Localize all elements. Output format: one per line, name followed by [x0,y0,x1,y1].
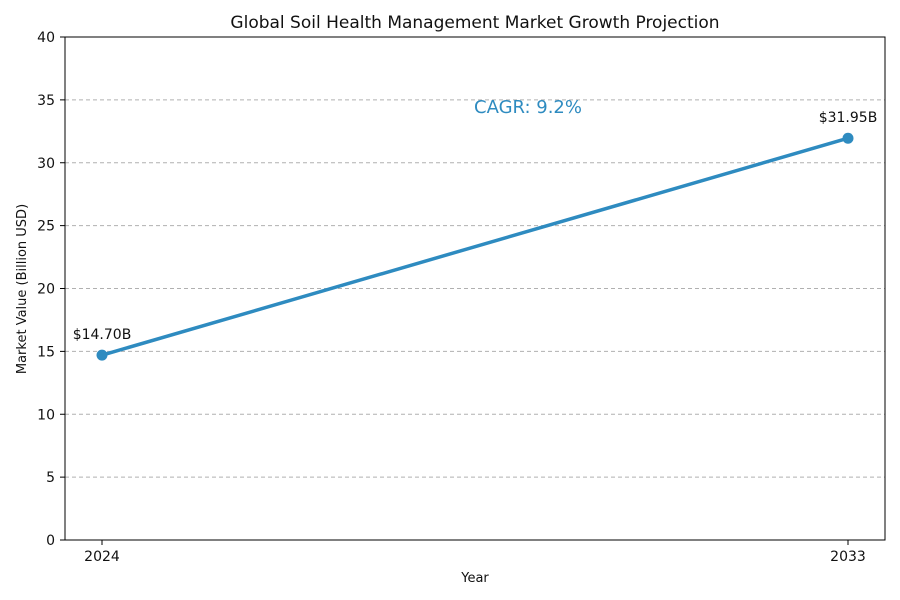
data-labels: $14.70B $31.95B [73,110,878,343]
y-tick-label-30: 30 [37,156,55,172]
gridlines [65,99,885,478]
x-axis-ticks: 2024 2033 [84,540,866,565]
y-tick-label-20: 20 [37,282,55,298]
data-points [96,132,854,361]
y-tick-label-25: 25 [37,219,55,235]
data-point-2024 [96,349,108,361]
chart-title: Global Soil Health Management Market Gro… [230,13,719,33]
x-axis-label: Year [460,571,489,586]
y-axis-label: Market Value (Billion USD) [15,204,30,374]
data-label-2024: $14.70B [73,327,132,343]
y-tick-label-35: 35 [37,93,55,109]
y-tick-label-10: 10 [37,407,55,423]
plot-area-frame [64,36,886,541]
y-tick-label-0: 0 [46,533,55,549]
y-tick-label-5: 5 [46,470,55,486]
y-axis-ticks: 0 5 10 15 20 25 30 35 40 [37,30,65,549]
y-tick-label-40: 40 [37,30,55,46]
data-point-2033 [842,132,854,144]
x-tick-label-2024: 2024 [84,549,120,565]
series-line-market-value [100,136,850,357]
cagr-annotation: CAGR: 9.2% [474,97,582,118]
x-tick-label-2033: 2033 [830,549,866,565]
y-tick-label-15: 15 [37,344,55,360]
data-label-2033: $31.95B [819,110,878,126]
